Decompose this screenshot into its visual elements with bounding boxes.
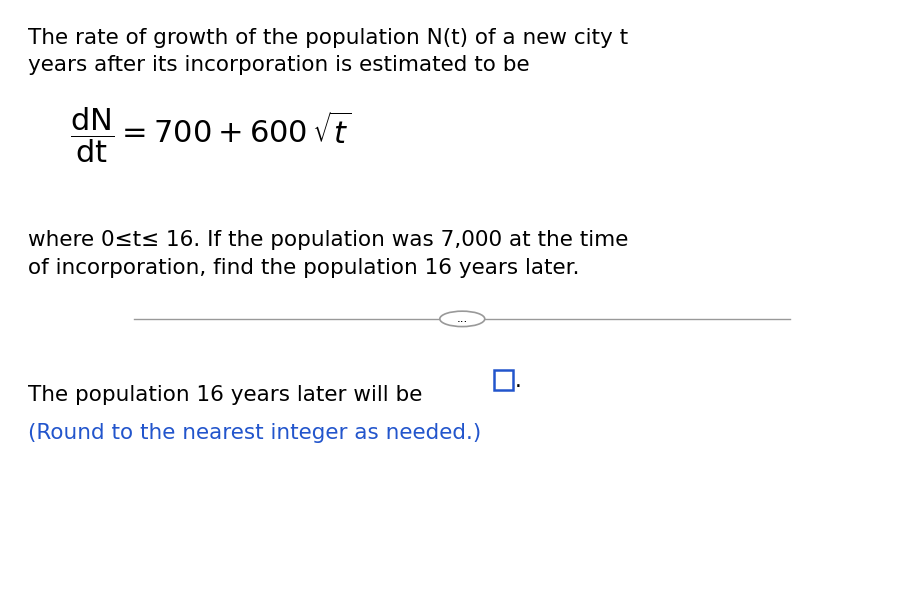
Text: of incorporation, find the population 16 years later.: of incorporation, find the population 16… [28, 258, 579, 278]
Text: (Round to the nearest integer as needed.): (Round to the nearest integer as needed.… [28, 423, 482, 443]
Text: The population 16 years later will be: The population 16 years later will be [28, 385, 422, 405]
Text: ...: ... [456, 312, 468, 326]
Ellipse shape [440, 311, 484, 327]
Text: .: . [515, 371, 522, 391]
Text: years after its incorporation is estimated to be: years after its incorporation is estimat… [28, 55, 529, 75]
FancyBboxPatch shape [494, 370, 512, 391]
Text: $\dfrac{\mathrm{dN}}{\mathrm{dt}} = 700 + 600\,\sqrt{t}$: $\dfrac{\mathrm{dN}}{\mathrm{dt}} = 700 … [70, 105, 351, 164]
Text: where 0≤t≤ 16. If the population was 7,000 at the time: where 0≤t≤ 16. If the population was 7,0… [28, 230, 629, 250]
Text: The rate of growth of the population N(t) of a new city t: The rate of growth of the population N(t… [28, 28, 628, 48]
